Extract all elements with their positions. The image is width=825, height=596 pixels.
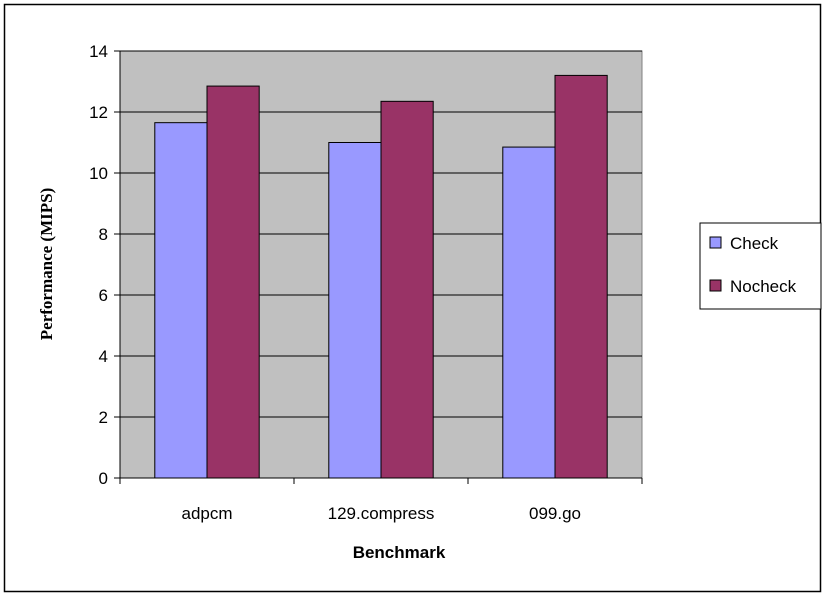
bar-nocheck-1 — [380, 100, 434, 479]
legend-label-check: Check — [730, 234, 779, 253]
y-tick-label: 4 — [99, 347, 108, 366]
bar-check-1 — [328, 142, 382, 479]
y-tick-label: 12 — [89, 103, 108, 122]
axes — [114, 50, 643, 484]
bar-check-0 — [154, 122, 208, 479]
legend-box — [699, 222, 822, 310]
y-tick-label: 6 — [99, 286, 108, 305]
legend: Check Nocheck — [699, 222, 822, 310]
x-tick-label: 129.compress — [328, 504, 435, 523]
y-tick-label: 8 — [99, 225, 108, 244]
x-tick-labels: adpcm 129.compress 099.go — [181, 504, 581, 523]
y-tick-labels: 0 2 4 6 8 10 12 14 — [89, 42, 108, 488]
bar-check-2 — [502, 146, 556, 479]
bar-nocheck-0 — [206, 85, 260, 479]
legend-swatch-check — [709, 236, 722, 249]
legend-label-nocheck: Nocheck — [730, 277, 797, 296]
y-tick-label: 10 — [89, 164, 108, 183]
y-tick-label: 2 — [99, 408, 108, 427]
y-tick-label: 0 — [99, 469, 108, 488]
y-tick-label: 14 — [89, 42, 108, 61]
x-tick-label: 099.go — [529, 504, 581, 523]
x-axis-label: Benchmark — [353, 543, 446, 562]
bar-nocheck-2 — [554, 74, 608, 479]
x-tick-label: adpcm — [181, 504, 232, 523]
bars — [154, 74, 608, 479]
legend-swatch-nocheck — [709, 279, 722, 292]
y-axis-label: Performance (MIPS) — [37, 188, 56, 340]
